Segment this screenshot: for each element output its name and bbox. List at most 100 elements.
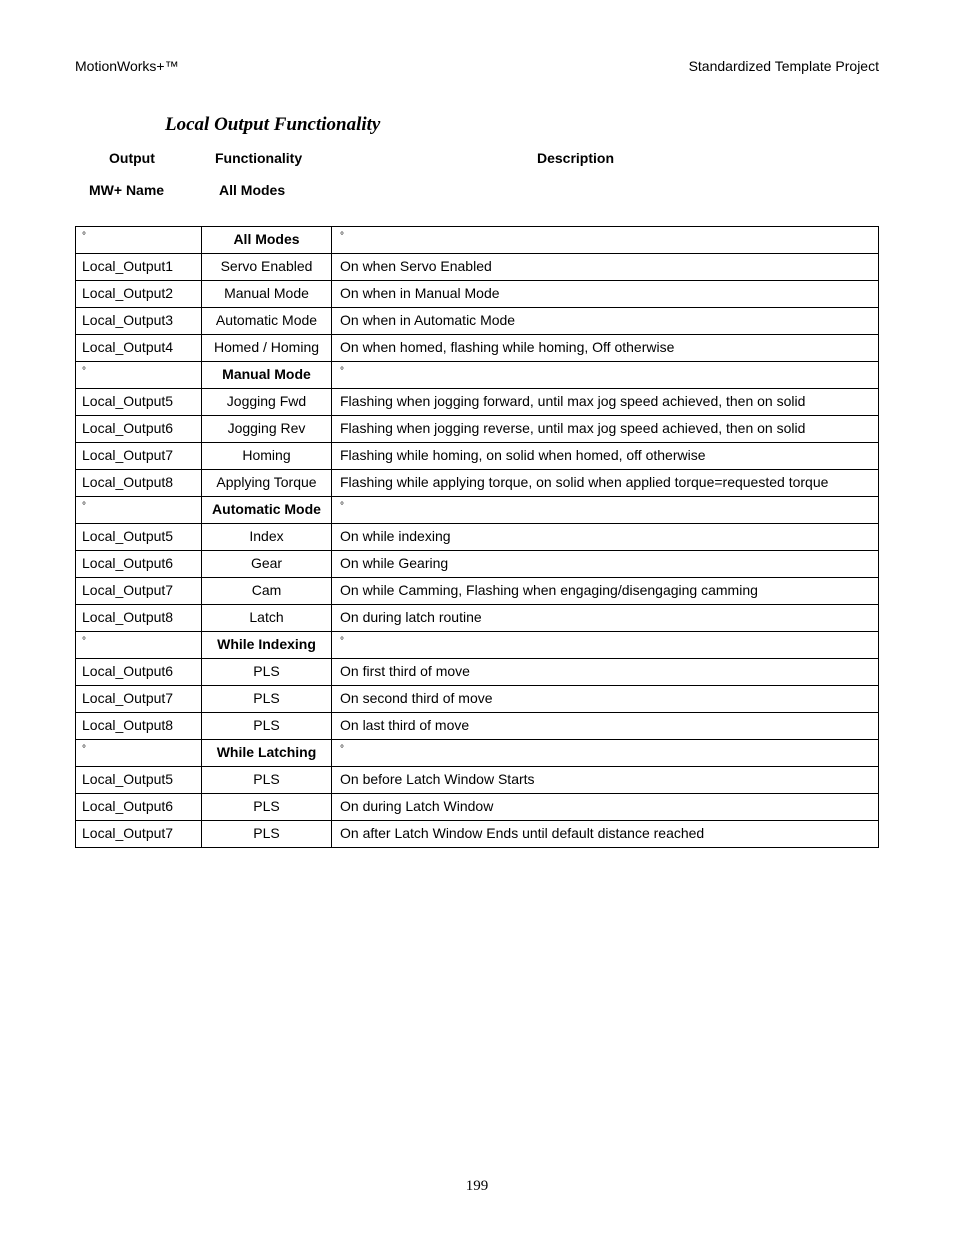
col-header-output: Output bbox=[109, 150, 215, 166]
cell-description: On first third of move bbox=[332, 659, 878, 685]
sub-header-all-modes: All Modes bbox=[219, 182, 285, 198]
section-label: All Modes bbox=[202, 227, 332, 253]
degree-mark: ° bbox=[332, 740, 878, 766]
cell-description: On when in Automatic Mode bbox=[332, 308, 878, 334]
table-row: Local_Output6GearOn while Gearing bbox=[76, 550, 878, 577]
table-row: Local_Output4Homed / HomingOn when homed… bbox=[76, 334, 878, 361]
section-label: While Latching bbox=[202, 740, 332, 766]
section-header-row: °Manual Mode° bbox=[76, 361, 878, 388]
column-headers: Output Functionality Description bbox=[109, 150, 879, 166]
table-row: Local_Output6PLSOn first third of move bbox=[76, 658, 878, 685]
section-label: Manual Mode bbox=[202, 362, 332, 388]
section-label: While Indexing bbox=[202, 632, 332, 658]
table-row: Local_Output7PLSOn second third of move bbox=[76, 685, 878, 712]
cell-description: On while Gearing bbox=[332, 551, 878, 577]
cell-output-name: Local_Output8 bbox=[76, 470, 202, 496]
degree-mark: ° bbox=[76, 497, 202, 523]
cell-functionality: PLS bbox=[202, 794, 332, 820]
sub-headers: MW+ Name All Modes bbox=[89, 182, 879, 198]
cell-functionality: PLS bbox=[202, 767, 332, 793]
section-header-row: °All Modes° bbox=[76, 227, 878, 253]
cell-functionality: Index bbox=[202, 524, 332, 550]
cell-functionality: PLS bbox=[202, 686, 332, 712]
cell-output-name: Local_Output8 bbox=[76, 713, 202, 739]
cell-output-name: Local_Output6 bbox=[76, 659, 202, 685]
degree-mark: ° bbox=[332, 227, 878, 253]
cell-description: Flashing while applying torque, on solid… bbox=[332, 470, 878, 496]
cell-output-name: Local_Output1 bbox=[76, 254, 202, 280]
cell-output-name: Local_Output7 bbox=[76, 578, 202, 604]
table-row: Local_Output7PLSOn after Latch Window En… bbox=[76, 820, 878, 847]
header-left: MotionWorks+™ bbox=[75, 58, 179, 74]
table-row: Local_Output8LatchOn during latch routin… bbox=[76, 604, 878, 631]
page-header: MotionWorks+™ Standardized Template Proj… bbox=[75, 58, 879, 74]
cell-functionality: Servo Enabled bbox=[202, 254, 332, 280]
table-row: Local_Output1Servo EnabledOn when Servo … bbox=[76, 253, 878, 280]
degree-mark: ° bbox=[332, 362, 878, 388]
degree-mark: ° bbox=[76, 362, 202, 388]
table-row: Local_Output8Applying TorqueFlashing whi… bbox=[76, 469, 878, 496]
cell-description: On when Servo Enabled bbox=[332, 254, 878, 280]
cell-functionality: Homed / Homing bbox=[202, 335, 332, 361]
table-row: Local_Output6PLSOn during Latch Window bbox=[76, 793, 878, 820]
cell-description: On second third of move bbox=[332, 686, 878, 712]
cell-output-name: Local_Output6 bbox=[76, 794, 202, 820]
cell-description: On when in Manual Mode bbox=[332, 281, 878, 307]
cell-functionality: Latch bbox=[202, 605, 332, 631]
table-row: Local_Output6Jogging RevFlashing when jo… bbox=[76, 415, 878, 442]
cell-functionality: Manual Mode bbox=[202, 281, 332, 307]
table-row: Local_Output5Jogging FwdFlashing when jo… bbox=[76, 388, 878, 415]
table-row: Local_Output5IndexOn while indexing bbox=[76, 523, 878, 550]
degree-mark: ° bbox=[76, 227, 202, 253]
cell-functionality: Cam bbox=[202, 578, 332, 604]
cell-functionality: Jogging Rev bbox=[202, 416, 332, 442]
table-row: Local_Output7HomingFlashing while homing… bbox=[76, 442, 878, 469]
cell-output-name: Local_Output7 bbox=[76, 443, 202, 469]
output-table: °All Modes°Local_Output1Servo EnabledOn … bbox=[75, 226, 879, 848]
cell-output-name: Local_Output3 bbox=[76, 308, 202, 334]
col-header-description: Description bbox=[537, 150, 614, 166]
cell-output-name: Local_Output6 bbox=[76, 551, 202, 577]
degree-mark: ° bbox=[332, 632, 878, 658]
table-row: Local_Output7CamOn while Camming, Flashi… bbox=[76, 577, 878, 604]
col-header-functionality: Functionality bbox=[215, 150, 537, 166]
section-header-row: °While Latching° bbox=[76, 739, 878, 766]
cell-output-name: Local_Output7 bbox=[76, 686, 202, 712]
cell-output-name: Local_Output5 bbox=[76, 389, 202, 415]
degree-mark: ° bbox=[76, 632, 202, 658]
cell-functionality: Automatic Mode bbox=[202, 308, 332, 334]
section-header-row: °While Indexing° bbox=[76, 631, 878, 658]
cell-functionality: Jogging Fwd bbox=[202, 389, 332, 415]
header-right: Standardized Template Project bbox=[689, 58, 879, 74]
degree-mark: ° bbox=[332, 497, 878, 523]
cell-description: On while Camming, Flashing when engaging… bbox=[332, 578, 878, 604]
cell-functionality: PLS bbox=[202, 659, 332, 685]
cell-output-name: Local_Output4 bbox=[76, 335, 202, 361]
cell-description: On after Latch Window Ends until default… bbox=[332, 821, 878, 847]
cell-output-name: Local_Output5 bbox=[76, 767, 202, 793]
sub-header-mw-name: MW+ Name bbox=[89, 182, 219, 198]
table-row: Local_Output8PLSOn last third of move bbox=[76, 712, 878, 739]
table-row: Local_Output3Automatic ModeOn when in Au… bbox=[76, 307, 878, 334]
section-header-row: °Automatic Mode° bbox=[76, 496, 878, 523]
cell-description: On while indexing bbox=[332, 524, 878, 550]
cell-description: On before Latch Window Starts bbox=[332, 767, 878, 793]
cell-description: Flashing while homing, on solid when hom… bbox=[332, 443, 878, 469]
cell-functionality: PLS bbox=[202, 713, 332, 739]
cell-output-name: Local_Output8 bbox=[76, 605, 202, 631]
table-row: Local_Output2Manual ModeOn when in Manua… bbox=[76, 280, 878, 307]
section-label: Automatic Mode bbox=[202, 497, 332, 523]
cell-output-name: Local_Output2 bbox=[76, 281, 202, 307]
cell-output-name: Local_Output7 bbox=[76, 821, 202, 847]
cell-description: On during Latch Window bbox=[332, 794, 878, 820]
cell-description: On when homed, flashing while homing, Of… bbox=[332, 335, 878, 361]
page-number: 199 bbox=[0, 1178, 954, 1195]
cell-description: Flashing when jogging reverse, until max… bbox=[332, 416, 878, 442]
cell-description: On last third of move bbox=[332, 713, 878, 739]
cell-output-name: Local_Output5 bbox=[76, 524, 202, 550]
cell-functionality: PLS bbox=[202, 821, 332, 847]
degree-mark: ° bbox=[76, 740, 202, 766]
cell-description: On during latch routine bbox=[332, 605, 878, 631]
cell-output-name: Local_Output6 bbox=[76, 416, 202, 442]
table-row: Local_Output5PLSOn before Latch Window S… bbox=[76, 766, 878, 793]
